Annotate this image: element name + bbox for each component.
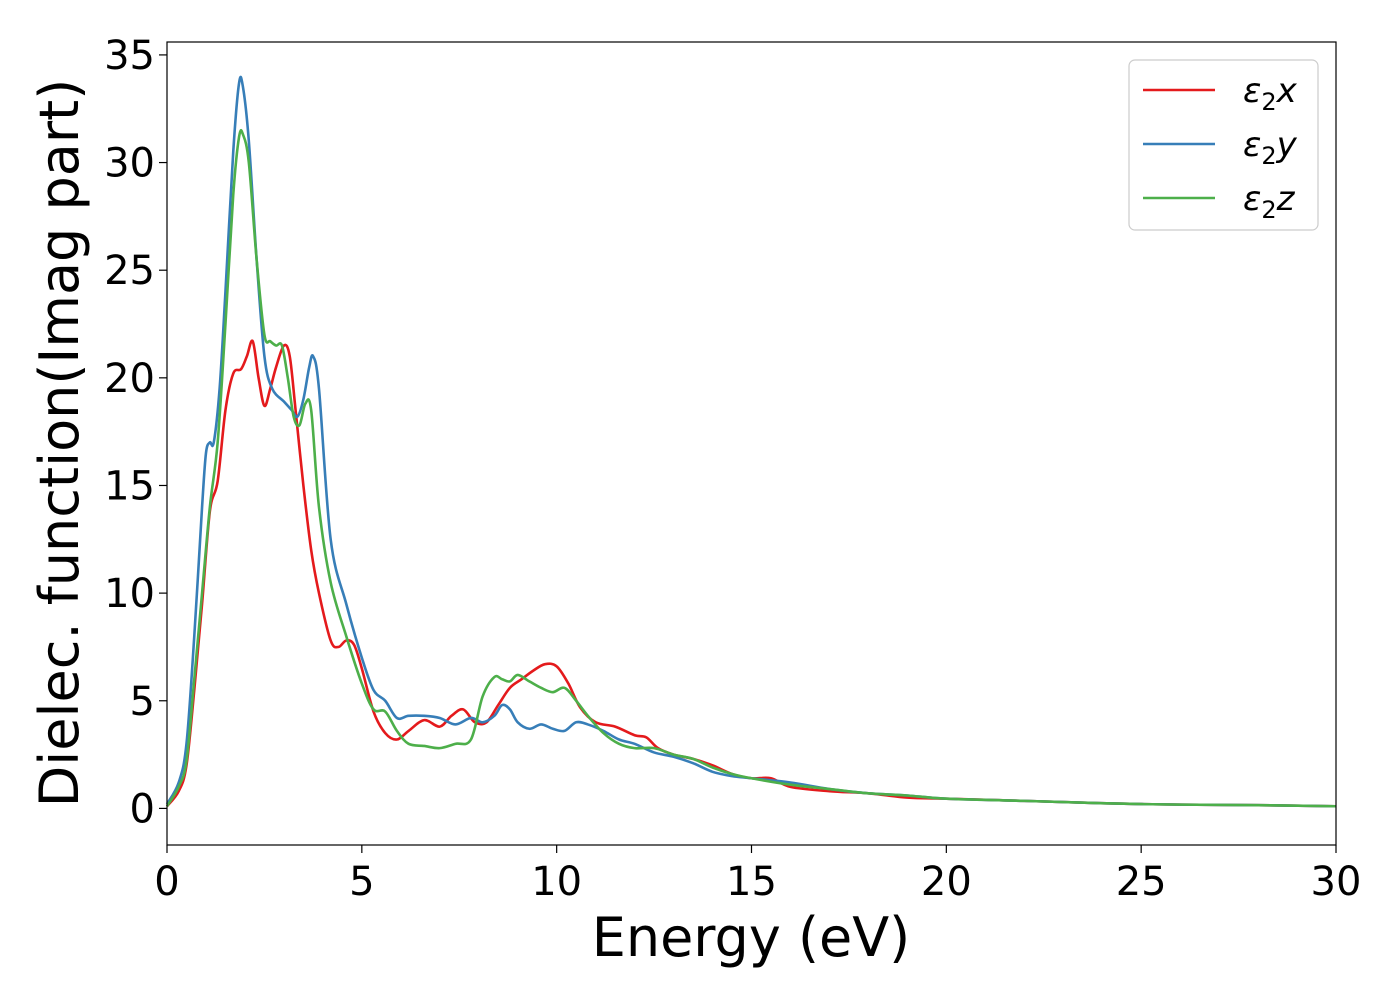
y-tick-label: 20	[104, 356, 155, 402]
y-tick-label: 15	[104, 463, 155, 509]
y-tick-label: 10	[104, 571, 155, 617]
y-tick-label: 30	[104, 141, 155, 187]
x-tick-label: 25	[1116, 859, 1167, 905]
legend-label-y: ε2y	[1243, 125, 1298, 170]
x-tick-label: 5	[349, 859, 374, 905]
x-tick-label: 30	[1311, 859, 1362, 905]
y-tick-label: 5	[130, 679, 155, 725]
y-tick-label: 35	[104, 33, 155, 79]
legend-label-z: ε2z	[1243, 179, 1296, 224]
legend: ε2x ε2y ε2z	[1128, 59, 1319, 231]
y-tick-label: 25	[104, 248, 155, 294]
x-axis: 0 5 10 15 20 25 30	[154, 845, 1361, 905]
x-axis-label: Energy (eV)	[592, 906, 911, 969]
y-tick-label: 0	[130, 786, 155, 832]
x-tick-label: 10	[531, 859, 582, 905]
x-tick-label: 15	[726, 859, 777, 905]
series-line-z	[165, 128, 1337, 808]
legend-box	[1128, 59, 1319, 231]
y-axis: 0 5 10 15 20 25 30 35	[104, 33, 167, 832]
x-tick-label: 0	[154, 859, 179, 905]
series-line-x	[165, 339, 1337, 808]
legend-label-x: ε2x	[1243, 71, 1298, 116]
x-tick-label: 20	[921, 859, 972, 905]
y-axis-label: Dielec. function(Imag part)	[28, 79, 91, 808]
plot-lines	[165, 75, 1337, 808]
series-line-y	[165, 75, 1337, 808]
